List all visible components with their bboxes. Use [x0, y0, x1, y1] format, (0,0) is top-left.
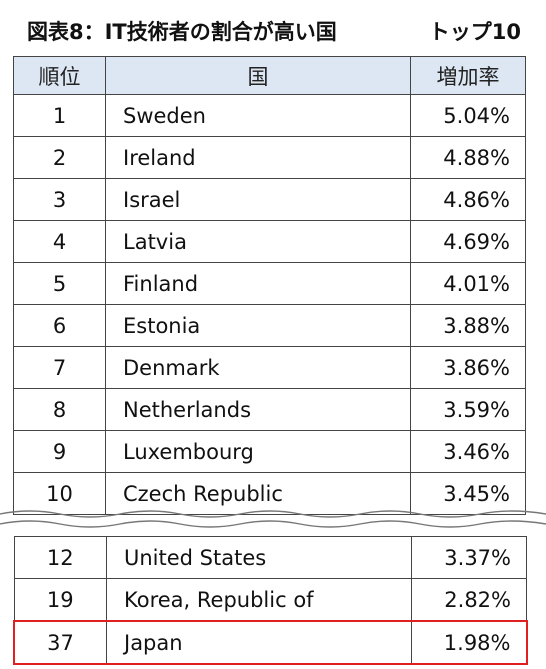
cell-rate: 5.04% — [410, 94, 526, 137]
cell-rank: 37 — [13, 620, 107, 665]
cell-rate: 3.88% — [410, 304, 526, 347]
table-row: 10 Czech Republic 3.45% — [13, 472, 526, 515]
header-country: 国 — [105, 56, 411, 95]
cell-country: United States — [106, 536, 412, 579]
header-rank: 順位 — [13, 56, 106, 95]
table-row: 8 Netherlands 3.59% — [13, 388, 526, 431]
cell-rank: 8 — [13, 388, 106, 431]
cell-country: Japan — [106, 620, 412, 665]
cell-rate: 4.86% — [410, 178, 526, 221]
table-row: 6 Estonia 3.88% — [13, 304, 526, 347]
bottom-rows: 12 United States 3.37% 19 Korea, Republic of… — [13, 536, 528, 665]
page-title: 図表8：IT技術者の割合が高い国 トップ10 — [27, 14, 527, 48]
table-row: 19 Korea, Republic of 2.82% — [13, 578, 527, 622]
break-wave-lower — [0, 520, 546, 528]
title-suffix: トップ10 — [428, 20, 521, 44]
cell-country: Israel — [105, 178, 411, 221]
cell-country: Netherlands — [105, 388, 411, 431]
table-row-highlighted: 37 Japan 1.98% — [13, 620, 528, 665]
cell-country: Latvia — [105, 220, 411, 263]
cell-rate: 3.37% — [411, 536, 527, 579]
cell-rank: 7 — [13, 346, 106, 389]
cell-country: Ireland — [105, 136, 411, 179]
cell-country: Denmark — [105, 346, 411, 389]
top-rows: 1 Sweden 5.04% 2 Ireland 4.88% 3 Israel 4.86% 4 La… — [13, 94, 526, 515]
cell-rank: 2 — [13, 136, 106, 179]
cell-rate: 4.69% — [410, 220, 526, 263]
cell-rate: 3.86% — [410, 346, 526, 389]
cell-rate: 3.59% — [410, 388, 526, 431]
cell-rate: 3.46% — [410, 430, 526, 473]
title-main: 図表8：IT技術者の割合が高い国 — [27, 20, 337, 44]
ranking-table-top: 順位 国 増加率 1 Sweden 5.04% 2 Ireland 4.88% 3 Israe… — [13, 56, 526, 515]
cell-country: Sweden — [105, 94, 411, 137]
header-rate: 増加率 — [410, 56, 526, 95]
table-row: 1 Sweden 5.04% — [13, 94, 526, 137]
header-row: 順位 国 増加率 — [13, 56, 526, 95]
ranking-table-bottom: 12 United States 3.37% 19 Korea, Republic of… — [13, 536, 528, 665]
break-wave-upper — [0, 510, 546, 518]
cell-rate: 2.82% — [411, 578, 527, 622]
cell-country: Luxembourg — [105, 430, 411, 473]
cell-country: Estonia — [105, 304, 411, 347]
cell-rate: 1.98% — [411, 620, 528, 665]
table-break-divider — [0, 510, 546, 528]
cell-country: Finland — [105, 262, 411, 305]
table-row: 12 United States 3.37% — [13, 536, 527, 579]
cell-country: Czech Republic — [105, 472, 411, 515]
cell-country: Korea, Republic of — [106, 578, 412, 622]
cell-rank: 4 — [13, 220, 106, 263]
cell-rank: 10 — [13, 472, 106, 515]
table-row: 7 Denmark 3.86% — [13, 346, 526, 389]
cell-rank: 12 — [13, 536, 107, 579]
table-row: 4 Latvia 4.69% — [13, 220, 526, 263]
cell-rank: 1 — [13, 94, 106, 137]
table-row: 9 Luxembourg 3.46% — [13, 430, 526, 473]
table-row: 5 Finland 4.01% — [13, 262, 526, 305]
cell-rate: 4.01% — [410, 262, 526, 305]
table-row: 2 Ireland 4.88% — [13, 136, 526, 179]
cell-rank: 6 — [13, 304, 106, 347]
cell-rate: 4.88% — [410, 136, 526, 179]
cell-rank: 9 — [13, 430, 106, 473]
cell-rate: 3.45% — [410, 472, 526, 515]
cell-rank: 3 — [13, 178, 106, 221]
cell-rank: 5 — [13, 262, 106, 305]
table-row: 3 Israel 4.86% — [13, 178, 526, 221]
cell-rank: 19 — [13, 578, 107, 622]
